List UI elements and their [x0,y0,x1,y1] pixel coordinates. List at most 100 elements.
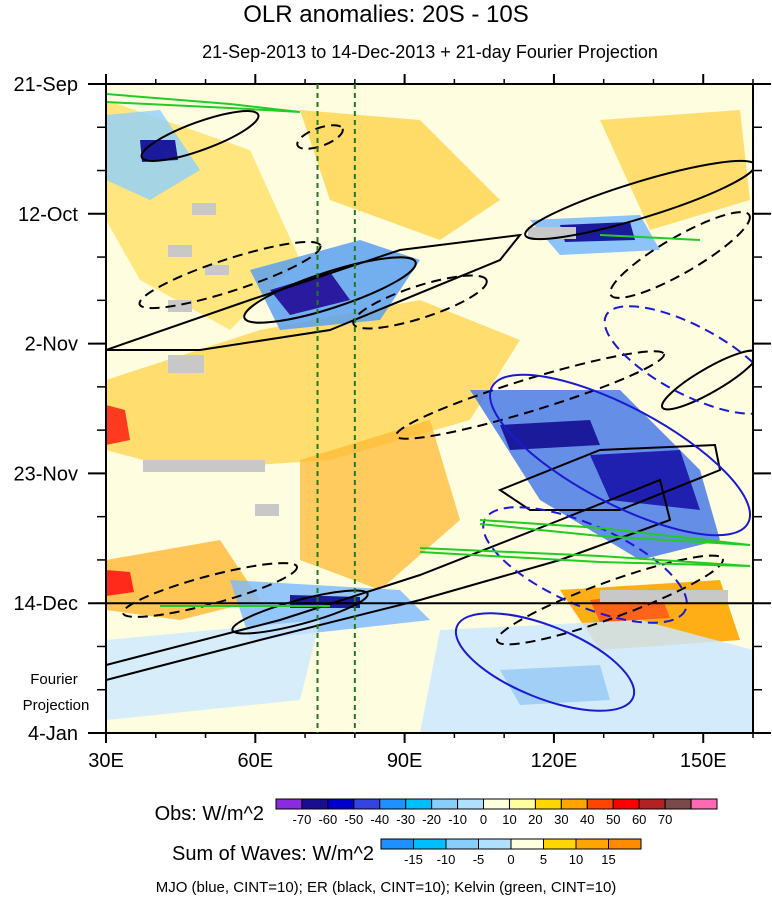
legend-level-label: -70 [293,812,312,827]
warm-patch [600,110,750,230]
legend-level-label: 10 [502,812,516,827]
x-tick-label: 120E [531,750,578,772]
projection-label-line2: Projection [23,697,90,714]
y-tick-label: 4-Jan [28,723,78,745]
contour-note: MJO (blue, CINT=10); ER (black, CINT=10)… [156,879,617,896]
legend-level-label: 40 [580,812,594,827]
warm-patch [300,420,460,590]
legend-swatch [508,798,536,810]
waves-legend-title: Sum of Waves: W/m^2 [172,843,374,865]
kelvin-contour [479,519,751,546]
y-tick-label: 12-Oct [18,204,78,226]
y-tick-label: 23-Nov [14,463,78,485]
missing-data [205,265,229,275]
legend-swatch [543,838,577,850]
warm-patch [106,540,260,620]
legend-swatch [431,798,459,810]
y-tick-label: 2-Nov [25,334,78,356]
legend-level-label: -30 [396,812,415,827]
plot-frame [105,83,754,734]
legend-swatch [445,838,479,850]
missing-data [168,355,204,373]
legend-swatch [664,798,692,810]
obs-legend: -70 -60 -50 -40 -30 -20 -10 0 10 20 30 40 50 60 70 [275,798,718,827]
er-neg-contours [121,124,751,646]
legend-swatch [690,798,718,810]
er-contour [524,159,753,241]
warm-patch [300,110,500,240]
legend-level-label: 10 [569,852,583,867]
plot-area [106,84,753,733]
obs-anomaly-field [106,100,753,733]
legend-swatch [327,798,355,810]
mjo-neg-contour [603,305,753,415]
legend-level-label: 15 [601,852,615,867]
er-neg-contour [138,240,322,310]
legend-level-label: -10 [437,852,456,867]
y-tick-label: 21-Sep [14,74,79,96]
legend-level-label: -60 [318,812,337,827]
kelvin-contours [106,93,751,607]
missing-data [143,460,265,472]
legend-swatch [560,798,588,810]
legend-level-label: -40 [370,812,389,827]
legend-level-label: -5 [473,852,485,867]
hot-patch [106,570,134,596]
er-contour [660,349,753,411]
deep-core [560,222,635,242]
er-neg-contour [121,562,299,618]
legend-level-label: 5 [540,852,547,867]
er-contour [243,256,417,324]
legend-swatch [379,798,407,810]
er-neg-contour [609,211,751,299]
mjo-contour [489,373,751,537]
legend-level-label: 30 [554,812,568,827]
legend-swatch [478,838,512,850]
missing-data [600,590,728,602]
legend-swatch [275,798,303,810]
x-axis: 30E 60E 90E 120E 150E [88,74,754,772]
deep-core [590,450,700,510]
cool-patch [106,620,320,720]
er-contour [497,443,722,511]
projection-label-line1: Fourier [30,671,78,688]
mjo-contours [454,373,751,712]
legend-level-label: -20 [422,812,441,827]
legend-swatch [405,798,433,810]
legend-swatch [483,798,510,810]
x-tick-label: 60E [238,750,274,772]
legend-swatch [510,838,544,850]
legend-level-label: 20 [528,812,542,827]
missing-data [255,504,279,516]
legend-swatch [301,798,329,810]
x-tick-label: 30E [88,750,124,772]
legend-swatch [380,838,414,850]
legend-level-label: 70 [658,812,672,827]
y-axis: 21-Sep 12-Oct 2-Nov 23-Nov 14-Dec 4-Jan [14,74,771,745]
legend-level-label: 0 [480,812,487,827]
legend-swatch [353,798,381,810]
legend-swatch [457,798,485,810]
er-contour [140,110,260,162]
cool-patch [500,665,610,705]
er-contour [106,478,672,681]
legend-swatch [534,798,562,810]
reference-longitude-lines [316,84,356,733]
legend-level-label: -15 [404,852,423,867]
obs-legend-title: Obs: W/m^2 [155,803,264,825]
y-tick-label: 14-Dec [14,593,78,615]
x-tick-label: 150E [680,750,727,772]
legend-swatch [612,798,640,810]
missing-data [192,203,216,215]
legend-level-label: 0 [507,852,514,867]
legend-level-label: 60 [632,812,646,827]
mjo-contour [454,612,636,712]
er-contours [106,110,753,681]
hot-patch [106,405,130,445]
deep-core [500,420,600,450]
er-neg-contour [496,554,724,646]
waves-legend: -15 -10 -5 0 5 10 15 [380,838,642,867]
legend-level-label: -50 [344,812,363,827]
kelvin-contour [106,93,301,113]
